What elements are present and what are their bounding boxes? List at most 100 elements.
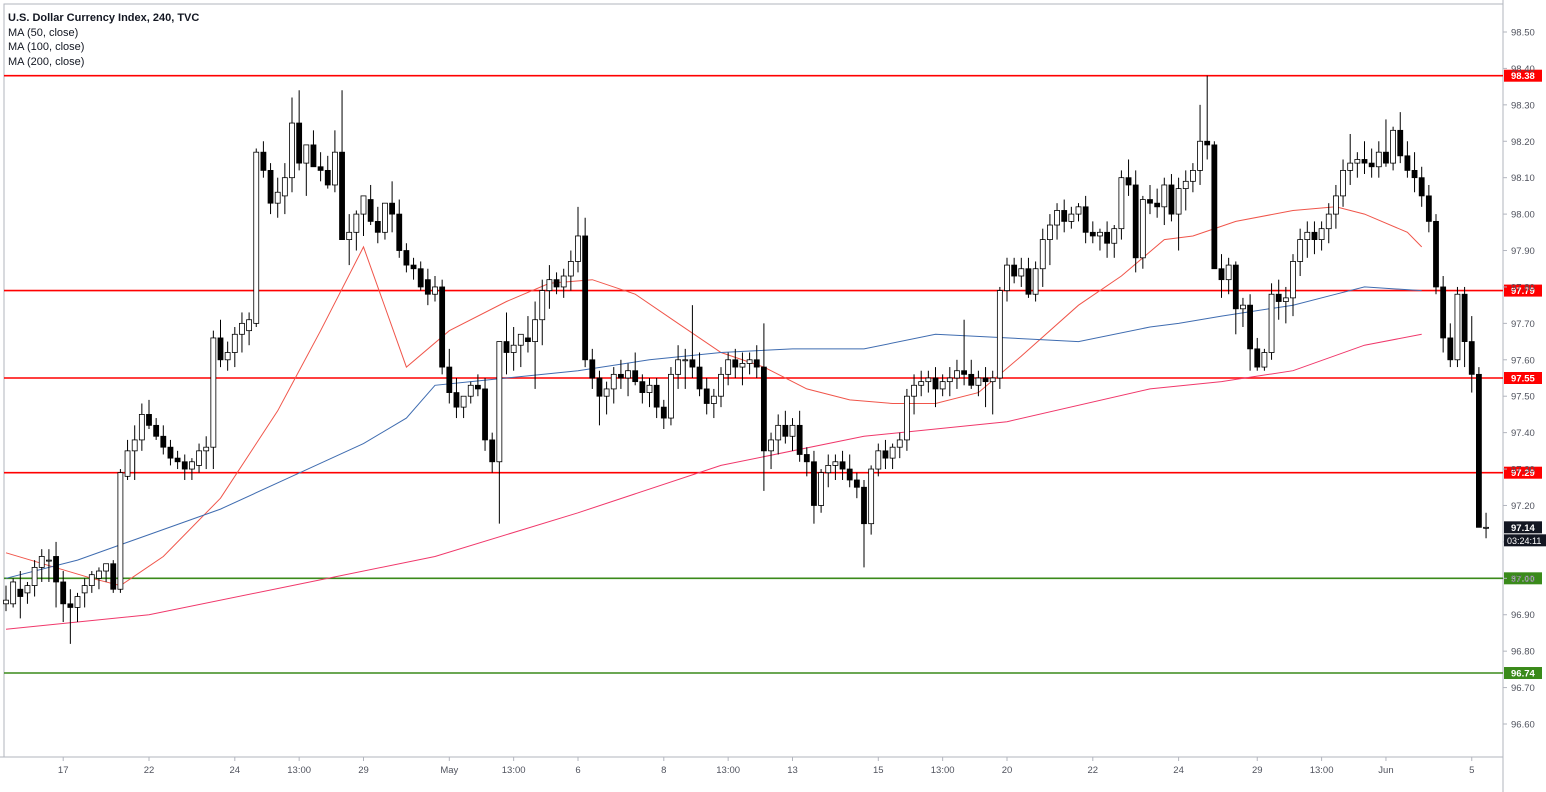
candle-up [610, 373, 617, 390]
candle-up [825, 465, 832, 474]
countdown-label: 03:24:11 [1507, 536, 1541, 546]
candle-down [1433, 220, 1439, 288]
candle-down [217, 337, 224, 361]
x-tick-label: 13:00 [716, 765, 740, 776]
candle-down [839, 461, 846, 470]
candle-up [1375, 151, 1382, 168]
candle-down [160, 435, 167, 448]
candle-down [260, 151, 267, 171]
candle-up [31, 566, 38, 586]
candle-up [138, 414, 145, 441]
candle-down [932, 377, 939, 390]
candle-down [1447, 337, 1454, 361]
candle-down [1154, 202, 1161, 208]
candle-up [1139, 199, 1146, 259]
candle-down [296, 122, 303, 164]
candle-up [668, 373, 674, 419]
candle-up [1483, 526, 1489, 529]
y-tick-label: 96.70 [1511, 683, 1535, 694]
candle-down [153, 424, 160, 437]
candle-up [603, 388, 610, 397]
y-tick-label: 98.30 [1511, 100, 1535, 111]
candle-down [803, 454, 810, 463]
candle-down [1082, 206, 1089, 233]
candle-up [1054, 210, 1060, 226]
resistance-price-tag [1504, 466, 1542, 479]
candle-up [224, 352, 231, 361]
candle-up [996, 290, 1003, 379]
candle-up [739, 363, 746, 368]
x-tick-label: 22 [1088, 765, 1099, 776]
candle-up [360, 195, 367, 215]
candle-down [424, 279, 431, 295]
x-tick-label: 20 [1002, 765, 1013, 776]
candle-down [67, 603, 74, 608]
candle-down [1011, 264, 1018, 277]
candle-up [517, 333, 524, 346]
candle-down [753, 359, 760, 368]
candle-up [1304, 231, 1311, 241]
candle-down [553, 279, 560, 288]
y-tick-label: 97.40 [1511, 428, 1535, 439]
candle-down [310, 144, 317, 168]
candle-up [560, 275, 567, 288]
candle-up [131, 439, 138, 452]
candle-down [632, 370, 639, 383]
candle-down [1125, 177, 1132, 186]
candle-down [389, 202, 396, 215]
candle-up [1190, 169, 1196, 182]
candle-up [1333, 195, 1339, 215]
candle-down [174, 457, 181, 463]
candle-up [625, 370, 631, 379]
candle-up [203, 446, 210, 452]
candle-up [1018, 268, 1025, 277]
candle-up [682, 359, 689, 362]
y-tick-label: 96.60 [1511, 720, 1535, 731]
x-tick-label: 13:00 [1310, 765, 1334, 776]
candle-down [853, 479, 860, 488]
candle-down [53, 556, 59, 583]
resistance-price-tag [1504, 372, 1542, 384]
candle-down [110, 563, 117, 590]
y-tick-label: 97.90 [1511, 246, 1535, 257]
candle-up [38, 556, 45, 568]
candle-down [1468, 341, 1475, 375]
x-tick-label: 13:00 [287, 765, 311, 776]
y-tick-label: 97.00 [1511, 574, 1535, 585]
candle-down [1411, 169, 1418, 179]
x-tick-label: 13:00 [502, 765, 526, 776]
candle-up [1068, 213, 1075, 222]
candle-up [1197, 140, 1203, 171]
candle-up [460, 395, 467, 408]
candle-up [303, 144, 310, 164]
candle-down [367, 199, 374, 222]
candle-up [46, 559, 52, 562]
x-tick-label: 24 [230, 765, 241, 776]
candle-down [968, 373, 975, 386]
candle-down [1440, 286, 1447, 339]
candle-up [1047, 224, 1053, 241]
plot-frame [3, 3, 1504, 758]
candle-down [453, 392, 460, 408]
candle-up [1161, 184, 1168, 208]
candle-up [875, 450, 882, 470]
ma-line [5, 286, 1422, 579]
x-tick-label: Jun [1378, 765, 1393, 776]
support-price-label: 96.74 [1511, 669, 1535, 680]
candle-down [861, 486, 867, 525]
candle-up [3, 599, 9, 605]
candle-down [1404, 155, 1411, 171]
resistance-price-tag [1504, 284, 1542, 297]
candle-down [589, 359, 596, 379]
candle-down [1361, 159, 1368, 164]
candle-down [1397, 129, 1404, 157]
candle-down [267, 169, 274, 204]
candle-up [939, 381, 946, 390]
candle-down [732, 359, 739, 368]
candle-up [1182, 180, 1189, 190]
candle-down [525, 337, 531, 342]
y-tick-label: 97.70 [1511, 319, 1535, 330]
candle-up [725, 359, 732, 375]
candle-up [1318, 228, 1325, 241]
